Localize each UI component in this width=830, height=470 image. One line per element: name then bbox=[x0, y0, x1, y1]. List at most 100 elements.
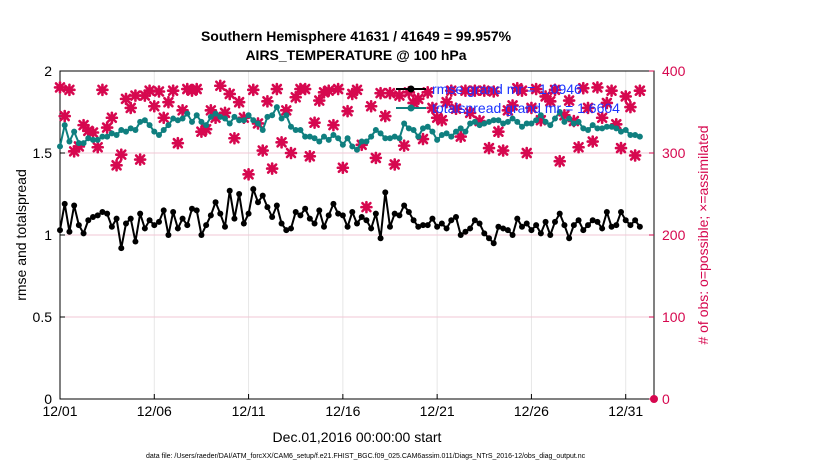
obs-point bbox=[180, 82, 194, 96]
obs-point bbox=[449, 102, 463, 116]
rmse-point bbox=[231, 215, 238, 222]
obs-point bbox=[426, 101, 439, 115]
rmse-point bbox=[174, 225, 181, 232]
totalspread-point bbox=[500, 120, 507, 127]
obs-point bbox=[553, 154, 567, 168]
totalspread-point bbox=[580, 125, 587, 132]
rmse-point bbox=[415, 223, 422, 230]
rmse-point bbox=[113, 215, 120, 222]
rmse-point bbox=[278, 220, 285, 227]
right-y-tick-label: 400 bbox=[662, 63, 686, 79]
rmse-point bbox=[57, 227, 63, 234]
rmse-point bbox=[608, 223, 615, 230]
totalspread-point bbox=[368, 133, 375, 140]
totalspread-point bbox=[75, 140, 82, 147]
totalspread-point bbox=[259, 127, 266, 134]
totalspread-point bbox=[330, 131, 337, 138]
chart-title-line1: Southern Hemisphere 41631 / 41649 = 99.9… bbox=[201, 28, 512, 44]
obs-point bbox=[581, 101, 595, 115]
rmse-point bbox=[410, 217, 417, 224]
rmse-point bbox=[66, 228, 73, 235]
rmse-point bbox=[240, 220, 247, 227]
rmse-point bbox=[321, 223, 327, 230]
rmse-point bbox=[547, 232, 554, 238]
totalspread-point bbox=[401, 120, 408, 127]
legend-rmse-marker bbox=[407, 85, 415, 93]
rmse-point bbox=[514, 215, 521, 222]
obs-point bbox=[143, 84, 156, 97]
totalspread-point bbox=[165, 122, 172, 129]
obs-point bbox=[534, 113, 548, 127]
rmse-point bbox=[222, 223, 228, 230]
obs-point bbox=[176, 104, 189, 117]
totalspread-point bbox=[344, 135, 351, 142]
totalspread-point bbox=[457, 125, 464, 132]
totalspread-point bbox=[415, 133, 422, 140]
totalspread-point bbox=[514, 118, 521, 125]
totalspread-point bbox=[217, 113, 224, 120]
right-y-tick-label: 0 bbox=[662, 391, 670, 407]
obs-point bbox=[218, 106, 232, 120]
totalspread-point bbox=[151, 128, 158, 135]
totalspread-point bbox=[561, 118, 568, 125]
obs-point bbox=[628, 149, 642, 162]
obs-point bbox=[110, 159, 123, 172]
chart-title-line2: AIRS_TEMPERATURE @ 100 hPa bbox=[245, 47, 466, 63]
rmse-point bbox=[311, 220, 318, 227]
totalspread-point bbox=[599, 125, 606, 132]
obs-point bbox=[261, 95, 274, 108]
rmse-point bbox=[325, 212, 332, 219]
totalspread-point bbox=[118, 127, 125, 134]
totalspread-point bbox=[618, 128, 624, 135]
obs-point bbox=[256, 144, 270, 157]
obs-point bbox=[633, 84, 647, 97]
rmse-point bbox=[443, 225, 450, 232]
rmse-point bbox=[599, 225, 606, 232]
totalspread-point bbox=[57, 143, 63, 150]
obs-point bbox=[393, 89, 406, 102]
rmse-point bbox=[566, 235, 573, 242]
rmse-point bbox=[528, 227, 535, 234]
x-tick-label: 12/01 bbox=[42, 403, 77, 419]
rmse-point bbox=[165, 232, 172, 238]
obs-point bbox=[322, 84, 336, 97]
totalspread-point bbox=[104, 133, 111, 140]
obs-point bbox=[119, 92, 133, 106]
obs-point bbox=[72, 140, 86, 153]
totalspread-point bbox=[222, 115, 228, 122]
rmse-point bbox=[212, 199, 219, 206]
rmse-point bbox=[358, 213, 365, 220]
obs-point bbox=[350, 83, 364, 97]
totalspread-point bbox=[302, 133, 309, 140]
totalspread-point bbox=[325, 136, 332, 143]
y-tick-label: 1.5 bbox=[33, 145, 53, 161]
obs-point bbox=[195, 125, 208, 138]
obs-point bbox=[166, 84, 180, 97]
totalspread-point bbox=[306, 133, 313, 140]
rmse-point bbox=[269, 213, 276, 220]
y-tick-labels: 0 0.5 1 1.5 2 bbox=[33, 63, 65, 407]
obs-point bbox=[209, 111, 222, 125]
totalspread-point bbox=[146, 122, 153, 129]
rmse-point bbox=[429, 215, 436, 222]
obs-point bbox=[341, 104, 354, 118]
rmse-point bbox=[245, 210, 252, 217]
totalspread-point bbox=[377, 130, 384, 137]
rmse-point bbox=[580, 227, 587, 234]
rmse-point bbox=[203, 222, 210, 229]
totalspread-point bbox=[547, 122, 554, 129]
rmse-series bbox=[57, 185, 643, 252]
totalspread-point bbox=[632, 131, 639, 138]
totalspread-point bbox=[552, 115, 558, 122]
totalspread-point bbox=[420, 125, 426, 132]
totalspread-point bbox=[198, 118, 205, 125]
totalspread-point bbox=[321, 133, 327, 140]
totalspread-point bbox=[476, 122, 483, 129]
totalspread-point bbox=[594, 125, 601, 132]
x-axis-label: Dec.01,2016 00:00:00 start bbox=[273, 429, 442, 445]
totalspread-point bbox=[486, 118, 492, 125]
totalspread-point bbox=[349, 143, 356, 150]
obs-point bbox=[246, 83, 260, 97]
rmse-point bbox=[255, 199, 261, 206]
obs-point bbox=[454, 130, 468, 143]
